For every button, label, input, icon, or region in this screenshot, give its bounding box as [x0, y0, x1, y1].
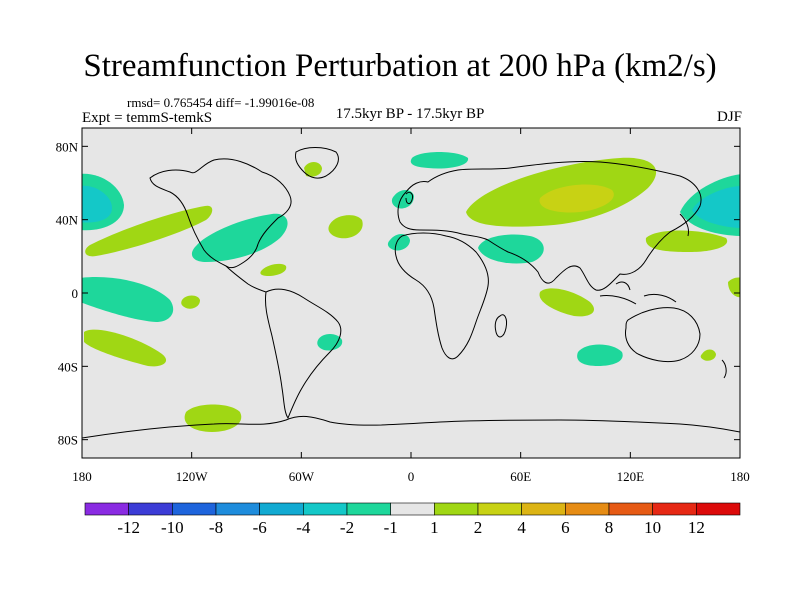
colorbar-label: -4 [296, 518, 311, 537]
x-tick-label: 180 [730, 469, 750, 484]
anomaly-equatorial-pacific [181, 295, 200, 309]
colorbar-label: -10 [161, 518, 184, 537]
colorbar-label: -2 [340, 518, 354, 537]
season-label: DJF [716, 109, 742, 125]
colorbar-label: 8 [605, 518, 614, 537]
x-axis: 180 120W 60W 0 60E 120E 180 [72, 128, 750, 484]
anomaly-north-america [191, 213, 288, 262]
x-tick-label: 60W [289, 469, 315, 484]
colorbar-label: -12 [117, 518, 140, 537]
y-tick-label: 80S [58, 433, 78, 448]
colorbar-swatch [608, 502, 653, 516]
anomaly-north-pacific-band [85, 205, 213, 257]
colorbar-swatch [215, 502, 260, 516]
anomaly-south-pacific-band [84, 329, 167, 367]
coastline-north-america [149, 158, 292, 269]
coastline-new-zealand [721, 359, 727, 379]
x-tick-label: 0 [408, 469, 415, 484]
coastline-south-america [265, 288, 342, 420]
x-tick-label: 180 [72, 469, 92, 484]
anomaly-iberia [387, 234, 410, 251]
colorbar-swatch [477, 502, 522, 516]
colorbar-label: -1 [384, 518, 398, 537]
colorbar-swatch [84, 502, 129, 516]
colorbar-swatch [434, 502, 479, 516]
colorbar-swatch [128, 502, 173, 516]
x-tick-label: 60E [510, 469, 531, 484]
colorbar-label: 1 [430, 518, 439, 537]
y-tick-label: 0 [72, 286, 79, 301]
anomaly-caribbean [260, 263, 287, 276]
experiment-label: Expt = temmS-temkS [82, 110, 213, 126]
anomaly-tropical-indian [539, 288, 595, 317]
period-label: 17.5kyr BP - 17.5kyr BP [335, 106, 485, 122]
x-tick-label: 120E [617, 469, 645, 484]
chart-title: Streamfunction Perturbation at 200 hPa (… [83, 48, 717, 84]
colorbar-swatch [259, 502, 304, 516]
coastline-madagascar [494, 314, 507, 338]
colorbar-swatch [346, 502, 391, 516]
y-tick-label: 40N [56, 213, 79, 228]
rmsd-diff-stats: rmsd= 0.765454 diff= -1.99016e-08 [127, 95, 315, 110]
anomaly-central-asia-core [539, 184, 614, 213]
colorbar-swatch [172, 502, 217, 516]
anomaly-greenland [304, 162, 322, 177]
coastline-central-america [225, 265, 267, 293]
anomaly-north-pacific-east-core [82, 185, 112, 223]
coastline-maritime-continent [599, 281, 677, 305]
y-tick-label: 80N [56, 139, 79, 154]
anomaly-south-atlantic [317, 334, 343, 351]
anomaly-arabia [478, 234, 544, 264]
anomaly-mid-atlantic [328, 215, 363, 239]
colorbar-swatch [390, 502, 435, 516]
y-axis: 80N 40N 0 40S 80S [56, 139, 740, 448]
anomaly-indian-ocean [577, 344, 623, 366]
x-tick-label: 120W [176, 469, 209, 484]
colorbar-label: 12 [688, 518, 705, 537]
colorbar: -12 -10 -8 -6 -4 -2 -1 1 2 4 6 8 10 12 [84, 502, 741, 537]
coastline-eurasia [397, 160, 702, 291]
colorbar-label: 4 [517, 518, 526, 537]
colorbar-swatch [521, 502, 566, 516]
anomaly-north-pacific-west-core [692, 186, 740, 228]
colorbar-label: 10 [644, 518, 661, 537]
colorbar-swatch [303, 502, 348, 516]
colorbar-swatch [652, 502, 697, 516]
coastline-japan [679, 213, 689, 237]
colorbar-label: -6 [253, 518, 267, 537]
anomaly-north-europe [410, 152, 469, 169]
coastlines [82, 147, 740, 439]
coastline-africa [394, 232, 489, 360]
contour-fills [82, 152, 740, 432]
colorbar-label: 6 [561, 518, 570, 537]
coastline-australia [625, 307, 701, 363]
anomaly-australia-east [700, 349, 716, 361]
coastline-uk [405, 191, 413, 205]
colorbar-label: 2 [474, 518, 483, 537]
coastline-greenland [295, 147, 339, 179]
colorbar-swatch [696, 502, 741, 516]
anomaly-south-pacific [82, 277, 174, 322]
y-tick-label: 40S [58, 359, 78, 374]
colorbar-label: -8 [209, 518, 223, 537]
colorbar-swatch [565, 502, 610, 516]
anomaly-west-pacific-equator [728, 277, 740, 298]
coastline-antarctica [82, 415, 740, 439]
